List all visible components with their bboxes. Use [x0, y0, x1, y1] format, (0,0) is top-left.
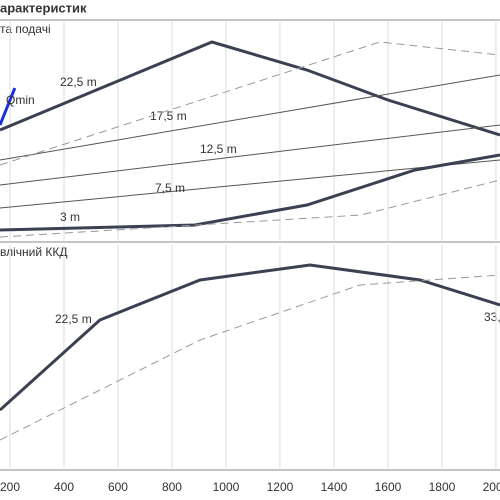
x-tick-label: 200	[0, 480, 20, 494]
x-tick-label: 2000	[483, 480, 500, 494]
x-tick-label: 600	[108, 480, 128, 494]
series-line	[0, 74, 500, 161]
series-label: 12,5 m	[200, 142, 237, 156]
series-line	[0, 263, 500, 412]
series-line	[0, 274, 500, 441]
x-tick-label: 1600	[375, 480, 402, 494]
series-line	[0, 41, 500, 166]
x-tick-label: 1800	[429, 480, 456, 494]
x-tick-label: 1000	[213, 480, 240, 494]
panel-label: влічний ККД	[0, 245, 68, 259]
series-line	[0, 179, 500, 238]
annotation: 33,	[484, 310, 500, 324]
x-tick-label: 400	[54, 480, 74, 494]
x-tick-label: 1400	[321, 480, 348, 494]
x-tick-label: 800	[162, 480, 182, 494]
series-label: 22,5 m	[55, 312, 92, 326]
series-label: 3 m	[60, 210, 80, 224]
series-line	[0, 124, 500, 186]
series-line	[0, 153, 500, 232]
panel-label: та подачі	[0, 22, 51, 36]
series-label: 22,5 m	[60, 75, 97, 89]
series-label: 7,5 m	[155, 181, 185, 195]
series-line	[0, 159, 500, 209]
series-label: 17,5 m	[150, 109, 187, 123]
series-line	[0, 40, 500, 137]
series-line	[0, 87, 17, 126]
x-tick-label: 1200	[267, 480, 294, 494]
chart-title: арактеристик	[0, 0, 87, 15]
series-label: Qmin	[6, 93, 35, 107]
